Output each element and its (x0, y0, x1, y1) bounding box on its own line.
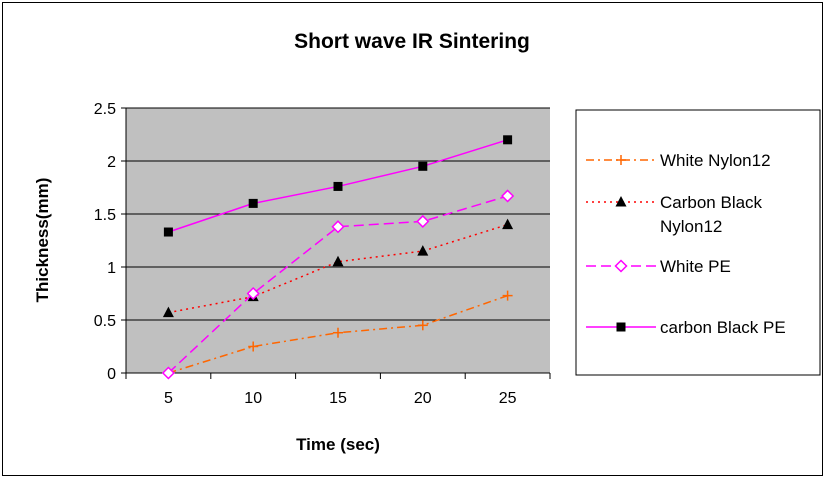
axes (121, 107, 551, 379)
data-point (502, 290, 513, 301)
legend-marker (616, 155, 626, 165)
data-point (501, 189, 515, 203)
chart-title: Short wave IR Sintering (294, 30, 530, 53)
data-point (162, 306, 174, 318)
legend-label: carbon Black PE (660, 318, 786, 337)
legend-label: White PE (660, 257, 731, 276)
series-carbon-black-pe (163, 135, 513, 237)
gridlines (126, 107, 550, 321)
data-point (331, 220, 345, 234)
data-point (503, 135, 513, 145)
y-tick-label: 1 (107, 260, 116, 277)
x-tick-label: 20 (414, 390, 432, 407)
data-point (246, 286, 260, 301)
legend-label: White Nylon12 (660, 151, 771, 170)
x-tick-label: 15 (329, 390, 347, 407)
y-tick-label: 1.5 (94, 207, 116, 224)
legend-marker (614, 259, 628, 273)
x-tick-labels: 5 10 15 20 25 (164, 390, 517, 407)
y-tick-label: 2 (107, 154, 116, 171)
y-tick-label: 0.5 (94, 313, 116, 330)
x-tick-label: 10 (244, 390, 262, 407)
data-point (333, 181, 343, 191)
data-point (418, 161, 428, 171)
x-tick-label: 5 (164, 390, 173, 407)
legend-entry: Carbon Black Nylon12 (586, 193, 763, 236)
data-point (163, 227, 173, 237)
series-lines (161, 135, 515, 380)
legend-marker (616, 322, 626, 332)
legend-marker (615, 196, 627, 207)
data-point (417, 320, 428, 331)
data-point (161, 366, 175, 380)
x-tick-label: 25 (499, 390, 517, 407)
y-tick-label: 2.5 (94, 101, 116, 118)
legend-entry: White Nylon12 (586, 151, 771, 170)
y-tick-labels: 0 0.5 1 1.5 2 2.5 (94, 101, 116, 383)
series-carbon-black-nylon12 (162, 218, 514, 318)
data-point (416, 214, 430, 228)
data-point (332, 255, 344, 267)
x-axis-title: Time (sec) (296, 435, 380, 454)
legend-entry: carbon Black PE (586, 318, 786, 337)
legend-entry: White PE (586, 257, 731, 276)
series-white-pe (161, 189, 515, 380)
y-tick-label: 0 (107, 366, 116, 383)
data-point (333, 327, 343, 338)
legend: White Nylon12 Carbon Black Nylon12 White PE… (575, 109, 821, 376)
data-point (417, 245, 429, 256)
data-point (248, 198, 258, 208)
series-line (167, 195, 508, 374)
y-axis-title: Thickness(mm) (33, 178, 52, 303)
data-point (248, 341, 259, 352)
data-point (502, 218, 514, 230)
legend-label: Carbon Black Nylon12 (660, 193, 763, 236)
